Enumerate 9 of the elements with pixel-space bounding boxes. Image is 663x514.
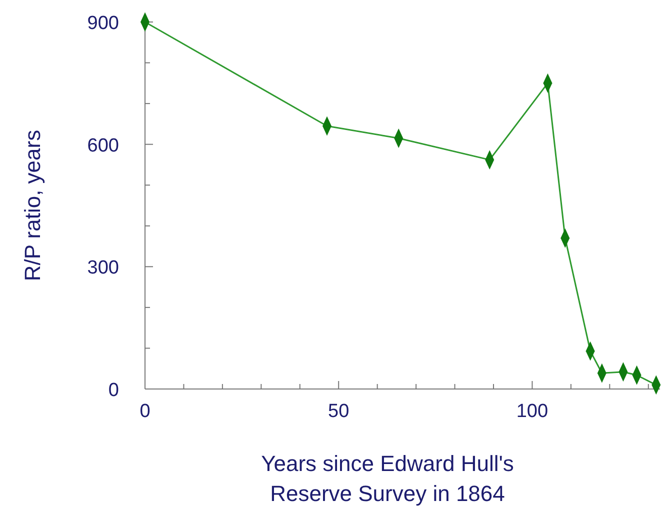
x-axis-title: Years since Edward Hull's Reserve Survey in 1864 xyxy=(261,451,514,506)
y-tick-label: 300 xyxy=(87,258,119,279)
y-axis-title: R/P ratio, years xyxy=(20,130,45,282)
x-tick-label: 50 xyxy=(328,401,350,422)
x-tick-label: 100 xyxy=(516,401,548,422)
x-tick-label: 0 xyxy=(140,401,150,422)
y-tick-label: 600 xyxy=(87,135,119,156)
y-tick-label: 900 xyxy=(87,13,119,34)
y-tick-label: 0 xyxy=(108,380,119,401)
